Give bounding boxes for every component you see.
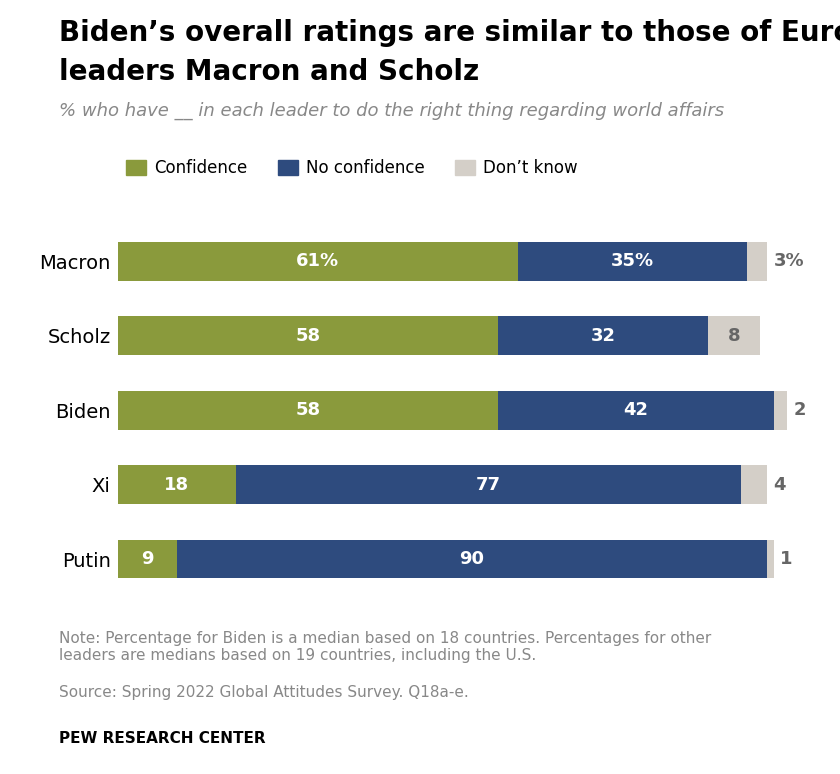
Text: 61%: 61% [297,252,339,270]
Text: 58: 58 [296,327,320,344]
Text: 32: 32 [591,327,616,344]
Text: 4: 4 [774,476,786,494]
Text: 3%: 3% [774,252,804,270]
Text: 1: 1 [780,550,793,568]
Text: Biden’s overall ratings are similar to those of European: Biden’s overall ratings are similar to t… [59,19,840,47]
Bar [774,391,787,430]
Text: Source: Spring 2022 Global Attitudes Survey. Q18a-e.: Source: Spring 2022 Global Attitudes Sur… [59,685,469,700]
Bar [118,465,236,504]
Bar [498,317,708,355]
Text: 35%: 35% [611,252,654,270]
Text: % who have __ in each leader to do the right thing regarding world affairs: % who have __ in each leader to do the r… [59,102,724,121]
Text: 9: 9 [141,550,154,568]
Bar [118,317,498,355]
Bar [118,391,498,430]
Text: 90: 90 [459,550,485,568]
Text: 8: 8 [728,327,741,344]
Bar [708,317,760,355]
Bar [176,539,767,578]
Text: Note: Percentage for Biden is a median based on 18 countries. Percentages for ot: Note: Percentage for Biden is a median b… [59,631,711,663]
Bar [517,242,748,281]
Text: 58: 58 [296,401,320,420]
Bar [741,465,767,504]
Text: 77: 77 [475,476,501,494]
Text: PEW RESEARCH CENTER: PEW RESEARCH CENTER [59,731,265,746]
Text: 18: 18 [164,476,189,494]
Text: 42: 42 [623,401,648,420]
Bar [118,539,176,578]
Bar [748,242,767,281]
Bar [498,391,774,430]
Bar [118,242,517,281]
Text: 2: 2 [793,401,806,420]
Bar [236,465,741,504]
Bar [767,539,774,578]
Legend: Confidence, No confidence, Don’t know: Confidence, No confidence, Don’t know [126,159,578,177]
Text: leaders Macron and Scholz: leaders Macron and Scholz [59,58,479,86]
